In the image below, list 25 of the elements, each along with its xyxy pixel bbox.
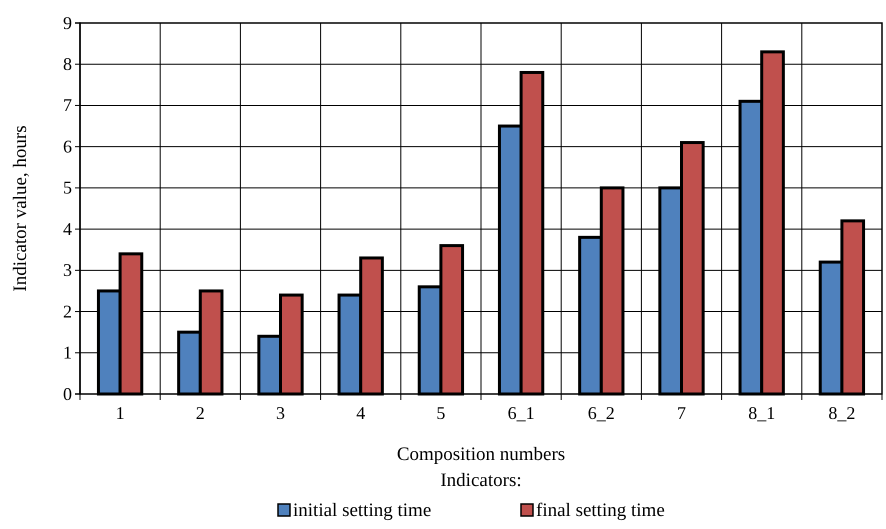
x-tick-label: 8_2 xyxy=(828,402,856,423)
x-tick-label: 7 xyxy=(677,402,686,423)
legend-title: Indicators: xyxy=(440,470,522,491)
x-tick-label: 1 xyxy=(116,402,125,423)
legend-label: initial setting time xyxy=(293,500,432,521)
y-tick-label: 4 xyxy=(63,218,72,239)
y-tick-label: 1 xyxy=(63,342,72,363)
y-tick-label: 5 xyxy=(63,178,72,198)
x-tick-label: 4 xyxy=(356,402,366,423)
y-tick-label: 0 xyxy=(63,384,72,404)
x-axis-title: Composition numbers xyxy=(396,444,566,465)
legend-label: final setting time xyxy=(536,500,665,521)
y-tick-label: 9 xyxy=(63,12,72,33)
y-tick-label: 8 xyxy=(63,54,72,74)
x-tick-label: 3 xyxy=(276,402,285,423)
x-tick-label: 5 xyxy=(436,402,446,423)
x-tick-label: 6_1 xyxy=(508,402,535,423)
y-tick-label: 7 xyxy=(63,95,72,116)
y-tick-label: 2 xyxy=(63,301,72,322)
x-tick-label: 2 xyxy=(196,402,205,423)
x-tick-label: 6_2 xyxy=(588,402,615,423)
y-tick-label: 3 xyxy=(63,260,72,280)
y-axis-title: Indicator value, hours xyxy=(10,125,31,292)
y-tick-label: 6 xyxy=(63,136,72,156)
x-tick-label: 8_1 xyxy=(748,402,776,423)
